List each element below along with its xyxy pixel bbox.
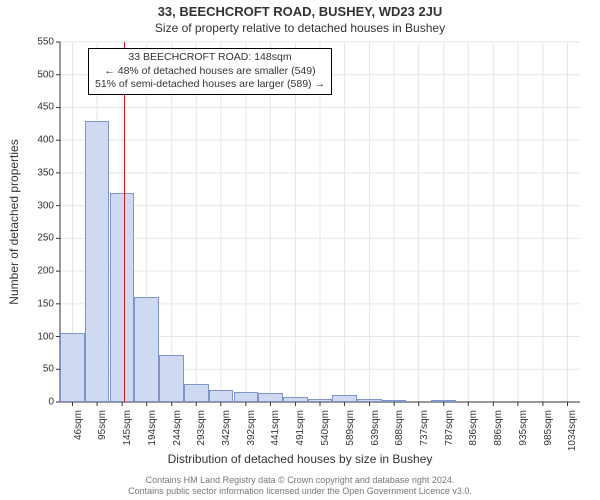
bar xyxy=(209,390,234,402)
y-tick-label: 250 xyxy=(14,233,54,244)
bar xyxy=(85,121,110,402)
bar xyxy=(159,355,184,402)
chart-title-sub: Size of property relative to detached ho… xyxy=(0,19,600,35)
y-tick-label: 50 xyxy=(14,364,54,375)
y-tick-label: 300 xyxy=(14,200,54,211)
y-tick-label: 400 xyxy=(14,135,54,146)
annotation-line2: ← 48% of detached houses are smaller (54… xyxy=(95,65,325,79)
y-tick-label: 450 xyxy=(14,102,54,113)
y-tick-label: 0 xyxy=(14,397,54,408)
bar xyxy=(332,395,357,402)
bar xyxy=(382,400,407,402)
y-tick-label: 200 xyxy=(14,266,54,277)
bar xyxy=(283,397,308,402)
bar xyxy=(184,384,209,402)
y-tick-label: 150 xyxy=(14,298,54,309)
bar xyxy=(234,392,259,402)
bar xyxy=(60,333,85,402)
footer-line2: Contains public sector information licen… xyxy=(0,486,600,497)
bar xyxy=(431,400,456,402)
property-marker-line xyxy=(124,42,125,402)
bar xyxy=(134,297,159,402)
bar xyxy=(258,393,283,402)
bar xyxy=(110,193,135,402)
plot-area: 33 BEECHCROFT ROAD: 148sqm ← 48% of deta… xyxy=(60,42,580,402)
bar xyxy=(308,399,333,402)
y-tick-label: 350 xyxy=(14,167,54,178)
y-tick-label: 100 xyxy=(14,331,54,342)
bar xyxy=(357,399,382,402)
y-tick-label: 550 xyxy=(14,37,54,48)
chart-container: 33, BEECHCROFT ROAD, BUSHEY, WD23 2JU Si… xyxy=(0,0,600,500)
annotation-line3: 51% of semi-detached houses are larger (… xyxy=(95,78,325,92)
x-axis-label: Distribution of detached houses by size … xyxy=(0,452,600,466)
annotation-line1: 33 BEECHCROFT ROAD: 148sqm xyxy=(95,51,325,65)
annotation-box: 33 BEECHCROFT ROAD: 148sqm ← 48% of deta… xyxy=(88,48,332,95)
y-tick-label: 500 xyxy=(14,69,54,80)
chart-title-main: 33, BEECHCROFT ROAD, BUSHEY, WD23 2JU xyxy=(0,0,600,19)
y-axis-label: Number of detached properties xyxy=(7,139,21,304)
footer-line1: Contains HM Land Registry data © Crown c… xyxy=(0,475,600,486)
footer-attribution: Contains HM Land Registry data © Crown c… xyxy=(0,475,600,497)
